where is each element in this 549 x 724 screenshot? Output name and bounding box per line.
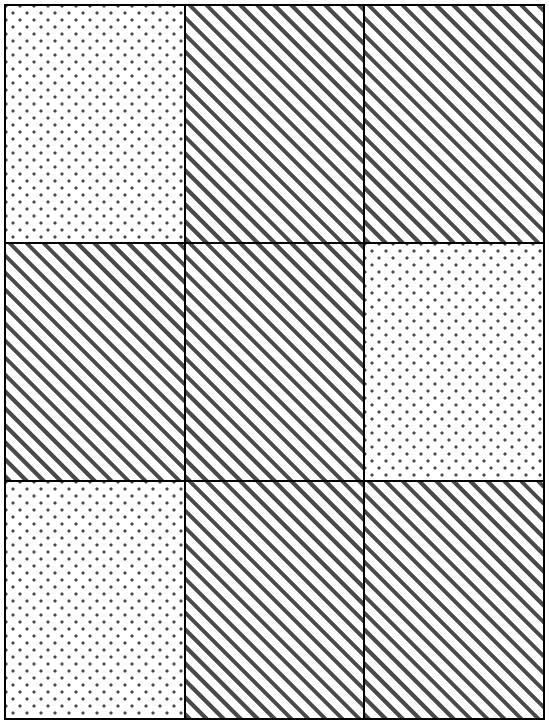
grid-cell (5, 481, 185, 719)
pattern-diagonal (186, 6, 364, 242)
grid-cell (185, 243, 365, 481)
pattern-dots (365, 244, 543, 480)
grid-cell (185, 481, 365, 719)
pattern-diagonal (186, 482, 364, 718)
grid-cell (5, 243, 185, 481)
pattern-dots (6, 482, 184, 718)
pattern-dots (6, 6, 184, 242)
pattern-grid (4, 4, 545, 720)
pattern-diagonal (186, 244, 364, 480)
grid-cell (5, 5, 185, 243)
pattern-diagonal (365, 482, 543, 718)
pattern-diagonal (6, 244, 184, 480)
grid-cell (185, 5, 365, 243)
pattern-diagonal (365, 6, 543, 242)
grid-cell (364, 481, 544, 719)
grid-cell (364, 243, 544, 481)
grid-cell (364, 5, 544, 243)
